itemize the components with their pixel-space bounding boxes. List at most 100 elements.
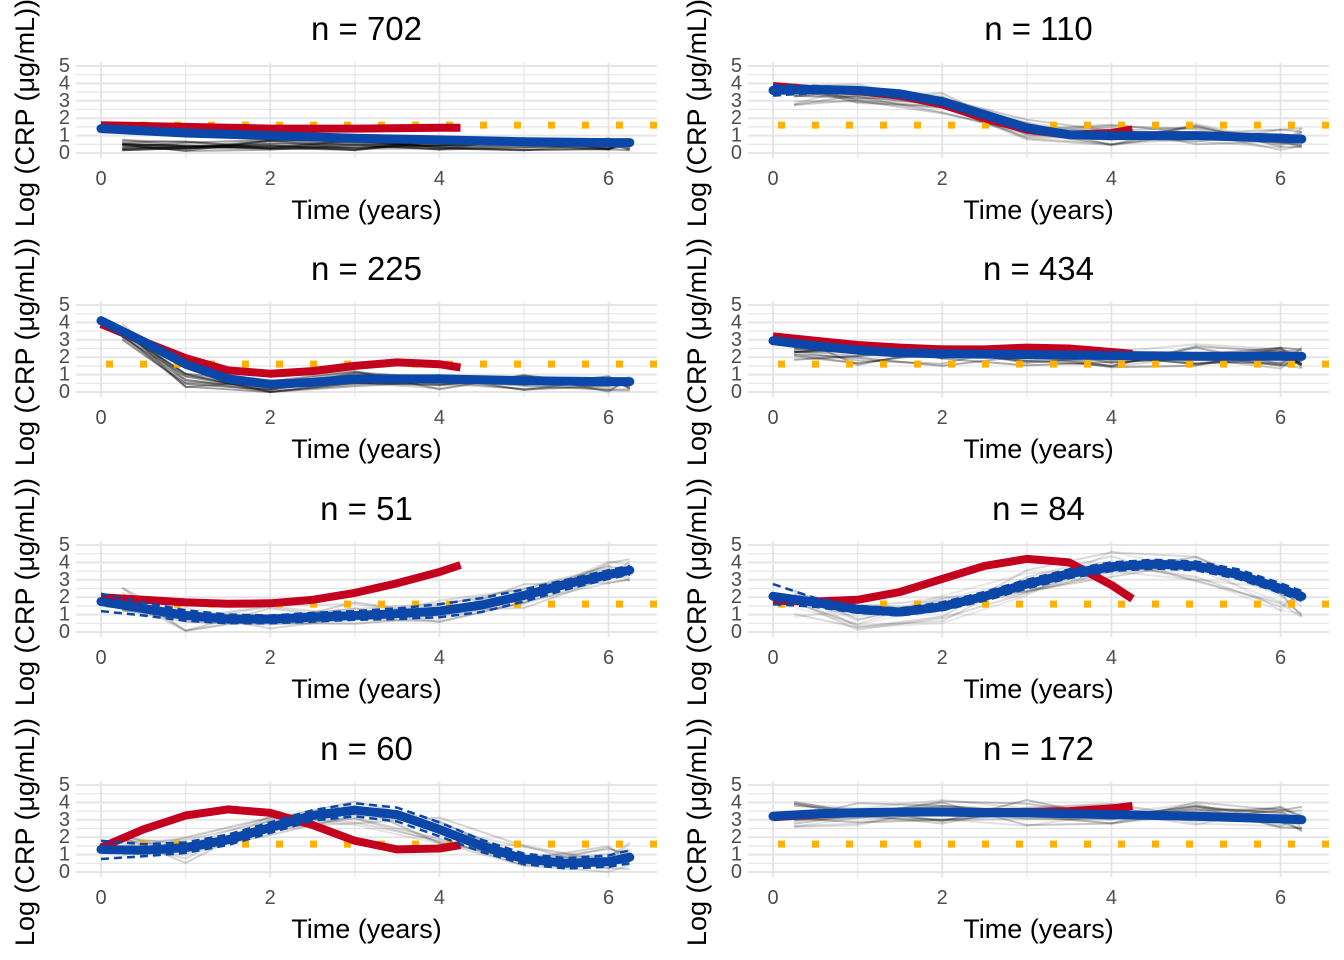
y-tick-label: 4 xyxy=(731,791,742,813)
x-axis-title: Time (years) xyxy=(291,434,442,464)
x-axis-title: Time (years) xyxy=(291,674,442,704)
fitted-line xyxy=(768,559,1307,617)
y-axis-title: Log (CRP (μg/mL)) xyxy=(682,238,712,466)
y-tick-label: 5 xyxy=(731,55,742,77)
y-tick-label: 5 xyxy=(59,774,70,796)
y-axis-title: Log (CRP (μg/mL)) xyxy=(682,478,712,706)
x-tick-label: 4 xyxy=(1106,887,1117,909)
y-tick-label: 0 xyxy=(59,142,70,164)
y-tick-label: 1 xyxy=(59,604,70,626)
ci-lower-line xyxy=(772,91,1302,143)
y-axis-title: Log (CRP (μg/mL)) xyxy=(682,718,712,946)
y-tick-label: 0 xyxy=(731,142,742,164)
y-tick-label: 0 xyxy=(731,861,742,883)
y-tick-label: 0 xyxy=(59,381,70,403)
y-tick-label: 4 xyxy=(731,551,742,573)
x-tick-label: 2 xyxy=(265,647,276,669)
fitted-line xyxy=(768,85,1307,144)
individual-line xyxy=(122,560,630,624)
panel-title: n = 60 xyxy=(320,730,413,767)
y-tick-label: 3 xyxy=(59,329,70,351)
ci-upper-line xyxy=(100,802,631,860)
x-tick-label: 6 xyxy=(603,647,614,669)
y-tick-label: 2 xyxy=(731,107,742,129)
ci-upper-line xyxy=(772,558,1303,610)
y-tick-label: 0 xyxy=(59,621,70,643)
y-axis-title: Log (CRP (μg/mL)) xyxy=(10,718,40,946)
x-axis-title: Time (years) xyxy=(963,195,1114,225)
y-tick-label: 4 xyxy=(731,72,742,94)
x-tick-label: 6 xyxy=(1275,647,1286,669)
panel-title: n = 84 xyxy=(992,490,1085,527)
individual-line xyxy=(794,347,1303,369)
y-tick-label: 5 xyxy=(59,55,70,77)
y-tick-label: 4 xyxy=(59,551,70,573)
fitted-line xyxy=(96,316,635,389)
individual-line xyxy=(121,332,631,394)
x-tick-label: 2 xyxy=(937,887,948,909)
y-tick-label: 4 xyxy=(59,72,70,94)
x-axis-title: Time (years) xyxy=(291,914,442,944)
x-tick-label: 0 xyxy=(95,647,106,669)
x-tick-label: 4 xyxy=(434,407,445,429)
x-tick-label: 0 xyxy=(767,168,778,190)
x-tick-label: 0 xyxy=(95,887,106,909)
ci-upper-line xyxy=(772,83,1302,138)
y-tick-label: 3 xyxy=(59,569,70,591)
y-tick-label: 2 xyxy=(59,826,70,848)
x-tick-label: 6 xyxy=(603,887,614,909)
x-tick-label: 2 xyxy=(265,407,276,429)
x-tick-label: 2 xyxy=(937,168,948,190)
y-tick-label: 2 xyxy=(59,586,70,608)
x-tick-label: 2 xyxy=(937,647,948,669)
fitted-line xyxy=(96,565,635,624)
x-tick-label: 6 xyxy=(1275,168,1286,190)
individual-line xyxy=(122,804,631,873)
y-tick-label: 3 xyxy=(731,329,742,351)
individual-line xyxy=(121,564,631,632)
y-tick-label: 2 xyxy=(59,107,70,129)
y-tick-label: 1 xyxy=(731,125,742,147)
x-tick-label: 2 xyxy=(265,168,276,190)
panel-title: n = 172 xyxy=(983,730,1094,767)
fitted-line xyxy=(768,336,1307,361)
y-tick-label: 1 xyxy=(59,364,70,386)
ci-lower-line xyxy=(772,567,1303,617)
observed-mean-line xyxy=(100,561,462,608)
x-tick-label: 4 xyxy=(434,647,445,669)
y-tick-label: 3 xyxy=(59,90,70,112)
y-tick-label: 4 xyxy=(59,791,70,813)
y-tick-label: 1 xyxy=(59,125,70,147)
x-tick-label: 0 xyxy=(767,647,778,669)
y-tick-label: 0 xyxy=(731,381,742,403)
x-tick-label: 4 xyxy=(434,168,445,190)
panel-title: n = 110 xyxy=(984,10,1093,47)
x-axis-title: Time (years) xyxy=(291,195,442,225)
individual-line xyxy=(793,802,1303,829)
fitted-line xyxy=(96,124,635,148)
y-tick-label: 5 xyxy=(59,534,70,556)
panel-title: n = 225 xyxy=(311,250,422,287)
y-tick-label: 3 xyxy=(731,569,742,591)
y-tick-label: 2 xyxy=(731,346,742,368)
y-axis-title: Log (CRP (μg/mL)) xyxy=(10,238,40,466)
individual-line xyxy=(793,82,1303,147)
y-tick-label: 5 xyxy=(59,294,70,316)
individual-line xyxy=(122,816,630,861)
x-tick-label: 4 xyxy=(1106,647,1117,669)
ci-lower-line xyxy=(100,815,631,870)
y-tick-label: 2 xyxy=(59,346,70,368)
y-tick-label: 0 xyxy=(731,621,742,643)
y-tick-label: 5 xyxy=(731,294,742,316)
x-tick-label: 6 xyxy=(1275,887,1286,909)
y-tick-label: 1 xyxy=(731,364,742,386)
observed-mean-line xyxy=(100,121,461,133)
x-tick-label: 2 xyxy=(265,887,276,909)
y-tick-label: 4 xyxy=(59,311,70,333)
